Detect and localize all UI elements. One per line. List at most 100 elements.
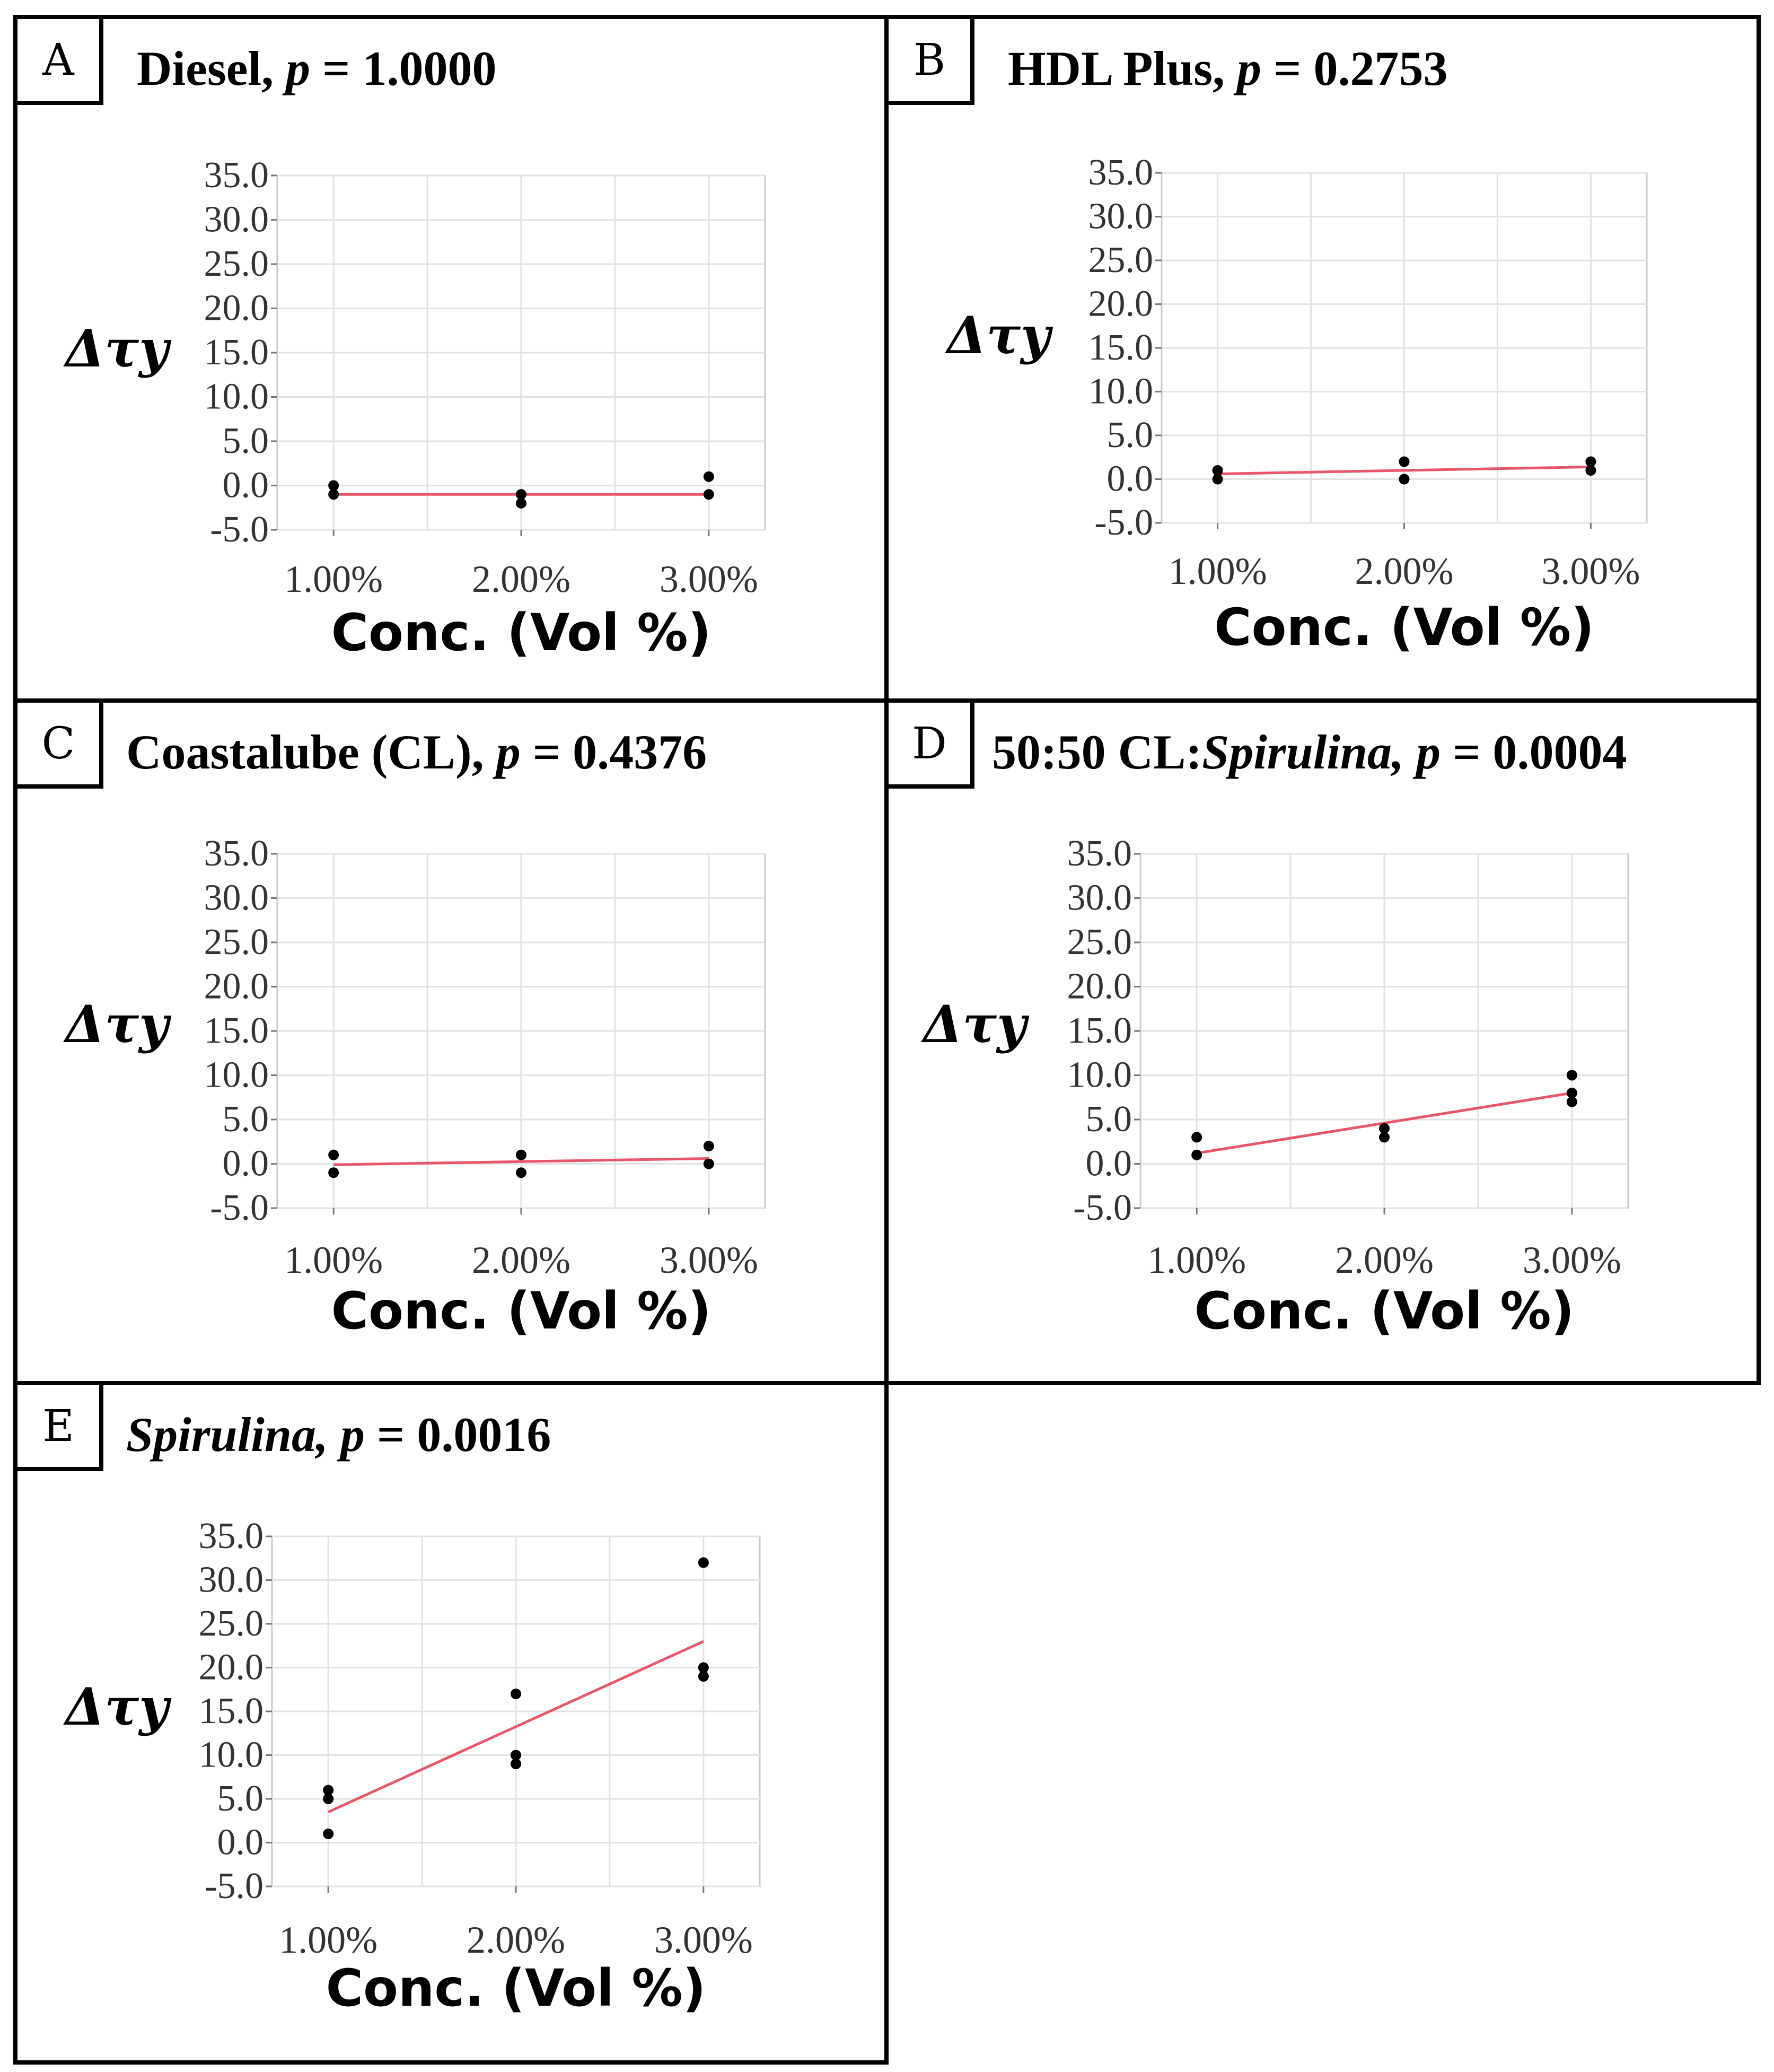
x-axis-title: Conc. (Vol %) xyxy=(326,1959,706,2018)
data-point xyxy=(1379,1123,1390,1134)
y-tick-label: 35.0 xyxy=(204,833,269,874)
y-axis-label: Δτy xyxy=(63,1677,172,1737)
y-tick-label: 10.0 xyxy=(1067,1055,1132,1096)
data-point xyxy=(703,471,714,482)
x-tick-label: 1.00% xyxy=(284,1239,383,1281)
data-point xyxy=(328,1149,339,1160)
data-point xyxy=(511,1759,521,1769)
y-tick-label: 30.0 xyxy=(1067,878,1132,919)
data-point xyxy=(1212,465,1223,476)
y-tick-label: 0.0 xyxy=(1107,459,1154,500)
data-point xyxy=(1191,1149,1202,1160)
panel-letter: E xyxy=(13,1381,103,1471)
y-tick-label: 20.0 xyxy=(1088,284,1154,325)
chart-e: 35.030.025.020.015.010.05.00.0-5.0 1.00% 2… xyxy=(63,1516,761,2018)
data-point xyxy=(516,1149,526,1160)
y-tick-label: 10.0 xyxy=(1088,371,1154,412)
y-tick-label: 30.0 xyxy=(204,878,269,919)
x-axis-title: Conc. (Vol %) xyxy=(1195,1281,1575,1341)
data-point xyxy=(511,1689,521,1699)
y-tick-label: 20.0 xyxy=(204,288,269,329)
y-tick-label: 15.0 xyxy=(1088,327,1154,368)
panel-letter: B xyxy=(884,15,974,105)
data-point xyxy=(511,1750,521,1761)
panel-title: Diesel, p = 1.0000 xyxy=(137,40,496,97)
data-point xyxy=(328,480,339,491)
p-label: p xyxy=(496,725,521,779)
p-label: p xyxy=(1416,725,1441,779)
p-value: = 0.0004 xyxy=(1441,725,1627,779)
x-tick-label: 2.00% xyxy=(1355,550,1454,592)
data-point xyxy=(698,1557,709,1568)
y-tick-label: 25.0 xyxy=(204,922,269,963)
data-point xyxy=(323,1794,334,1804)
y-axis-label: Δτy xyxy=(945,305,1053,365)
y-tick-label: 0.0 xyxy=(217,1822,264,1863)
y-tick-label: 30.0 xyxy=(1088,196,1154,237)
fit-line xyxy=(333,1157,709,1166)
data-point xyxy=(1379,1132,1390,1143)
p-value: = 0.0016 xyxy=(364,1407,551,1462)
x-tick-label: 2.00% xyxy=(472,1239,570,1281)
y-tick-label: 25.0 xyxy=(199,1603,264,1644)
y-tick-label: 35.0 xyxy=(204,155,269,196)
y-tick-label: -5.0 xyxy=(210,509,269,550)
data-point xyxy=(703,489,714,500)
y-tick-label: -5.0 xyxy=(210,1187,269,1228)
title-name: Spirulina, xyxy=(1202,725,1404,779)
panel-a: A Diesel, p = 1.0000 35.0 30.0 25.0 20.0 15.… xyxy=(13,15,889,703)
y-tick-label: 30.0 xyxy=(204,199,269,240)
data-point xyxy=(1566,1096,1577,1107)
data-point xyxy=(698,1662,709,1673)
data-point xyxy=(323,1785,334,1796)
x-tick-label: 2.00% xyxy=(472,558,570,600)
y-tick-label: 5.0 xyxy=(217,1778,264,1819)
y-tick-label: 10.0 xyxy=(204,377,269,417)
title-name: Diesel, xyxy=(137,41,274,95)
y-tick-label: 5.0 xyxy=(223,1099,269,1140)
y-tick-label: 0.0 xyxy=(223,1143,269,1184)
data-point xyxy=(1585,465,1596,476)
data-point xyxy=(1566,1070,1577,1081)
chart-d: 35.030.025.020.015.010.05.00.0-5.0 1.00% 2… xyxy=(921,833,1629,1341)
panel-e: E Spirulina, p = 0.0016 35.0 30.0 25.0 20.0… xyxy=(13,1381,889,2065)
y-axis-label: Δτy xyxy=(63,319,172,379)
data-point xyxy=(1399,474,1410,485)
x-tick-label: 2.00% xyxy=(467,1919,565,1961)
p-label: p xyxy=(286,41,311,95)
title-name: Coastalube (CL), xyxy=(126,725,484,779)
panel-letter: D xyxy=(884,698,974,789)
y-tick-label: 10.0 xyxy=(199,1735,264,1776)
title-name: HDL Plus, xyxy=(1008,41,1225,95)
x-axis-title: Conc. (Vol %) xyxy=(331,603,712,662)
y-tick-label: 25.0 xyxy=(1088,240,1154,281)
data-point xyxy=(1191,1132,1202,1143)
data-point xyxy=(1212,474,1223,485)
data-point xyxy=(516,489,526,500)
p-value: = 1.0000 xyxy=(310,41,497,95)
chart-b: 35.030.025.020.015.010.05.00.0-5.0 1.00% 2… xyxy=(945,152,1648,657)
x-tick-label: 1.00% xyxy=(1147,1239,1246,1281)
y-tick-label: 20.0 xyxy=(1067,966,1132,1007)
y-tick-label: 15.0 xyxy=(1067,1010,1132,1051)
y-tick-label: 20.0 xyxy=(204,966,269,1007)
panel-letter: A xyxy=(13,15,103,105)
x-axis-title: Conc. (Vol %) xyxy=(331,1281,712,1341)
x-tick-label: 3.00% xyxy=(654,1919,753,1961)
data-point xyxy=(698,1671,709,1682)
y-tick-label: 5.0 xyxy=(1086,1099,1132,1140)
x-tick-label: 3.00% xyxy=(660,558,758,600)
p-label: p xyxy=(340,1407,365,1462)
data-point xyxy=(323,1829,334,1839)
title-prefix: 50:50 CL: xyxy=(992,725,1202,779)
data-point xyxy=(516,497,526,509)
panel-title: HDL Plus, p = 0.2753 xyxy=(1008,40,1447,97)
data-point xyxy=(1585,456,1596,467)
x-tick-label: 3.00% xyxy=(1523,1239,1621,1281)
panel-letter: C xyxy=(13,698,103,789)
y-axis-label: Δτy xyxy=(63,994,172,1054)
title-name: Spirulina, xyxy=(126,1407,328,1462)
y-tick-label: 25.0 xyxy=(1067,922,1132,963)
y-tick-label: 5.0 xyxy=(1107,415,1154,456)
chart-a: 35.030.025.020.015.010.05.00.0-5.0 1.00% 2… xyxy=(63,155,766,662)
